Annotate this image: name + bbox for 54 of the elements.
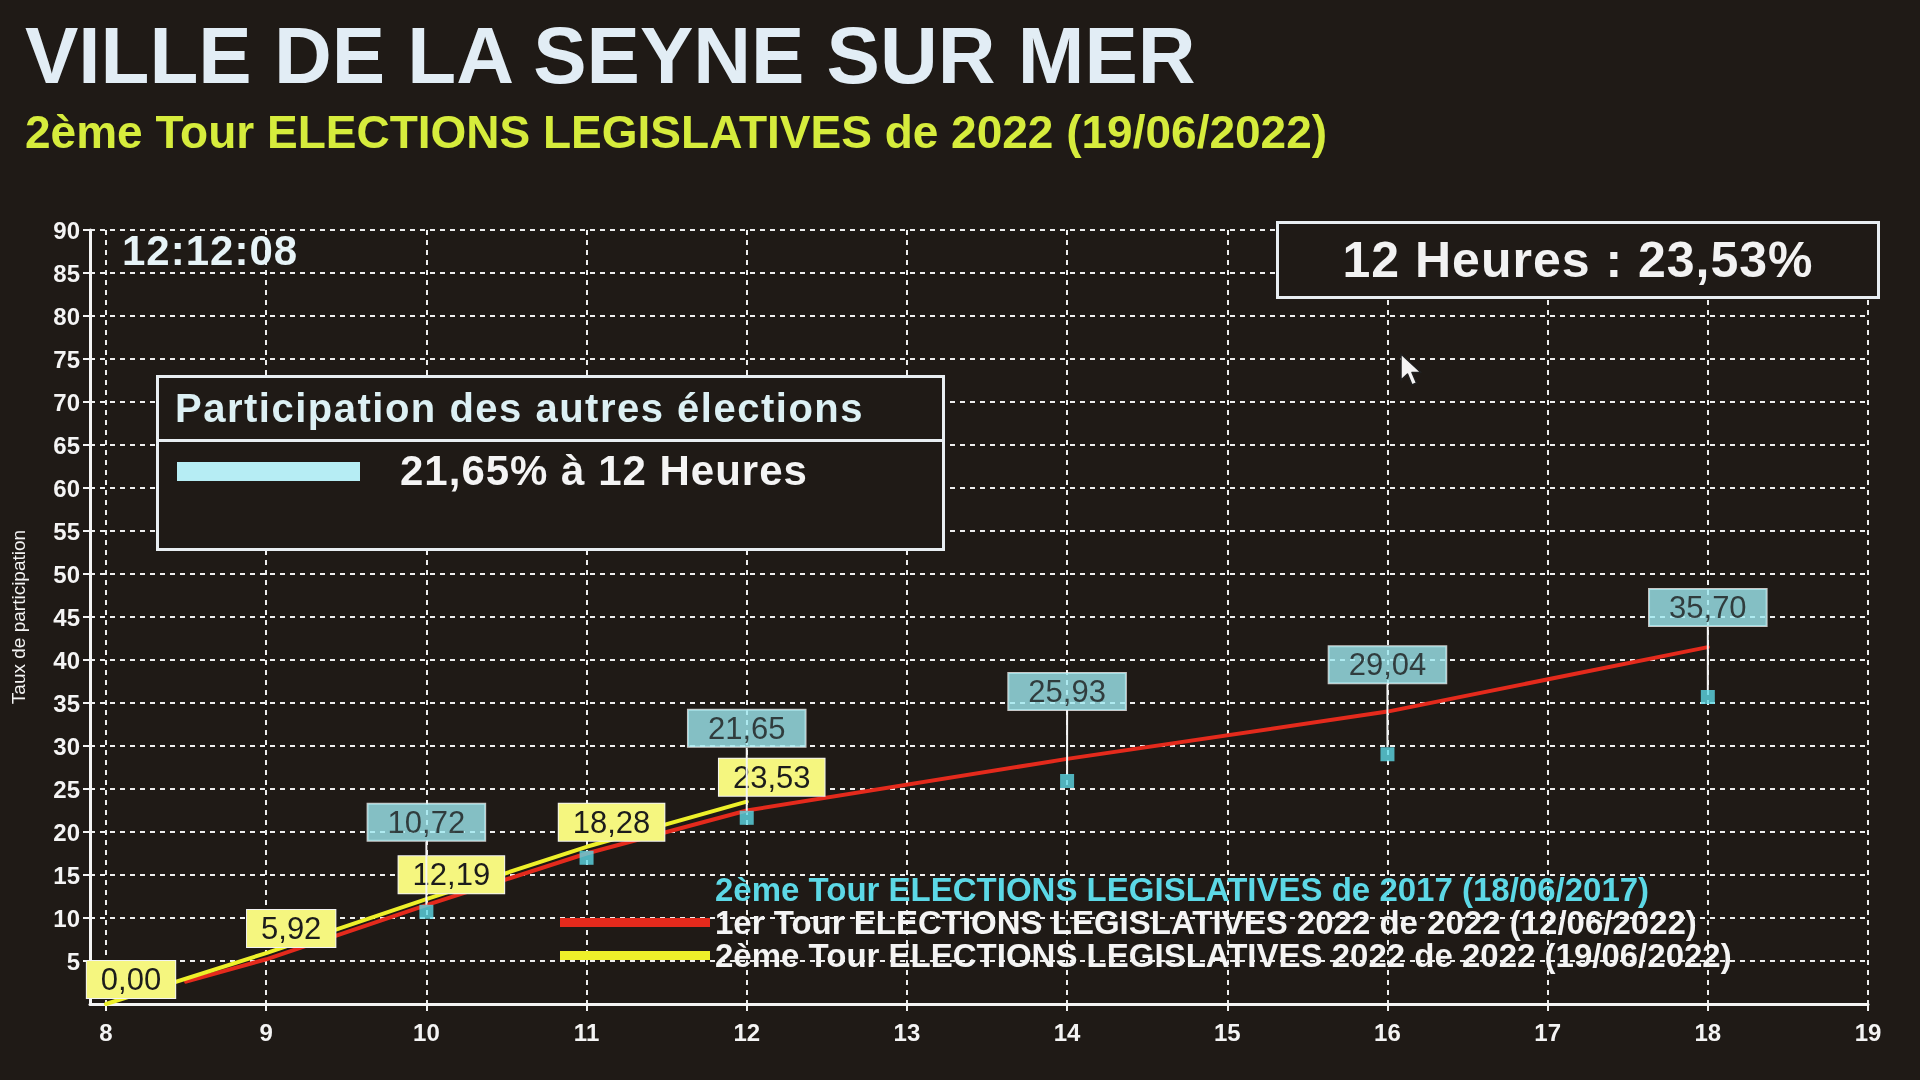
point [1380,747,1395,762]
x-tick-label: 17 [1534,1018,1561,1046]
y-tick-label: 90 [53,216,80,244]
x-tick-label: 14 [1053,1018,1082,1046]
annotation: 12:12:08 [122,227,299,274]
annotation: 21,65% à 12 Heures [400,447,808,495]
y-tick-label: 45 [53,603,80,631]
y-tick-label: 25 [53,775,80,803]
chart-title: VILLE DE LA SEYNE SUR MER [25,10,1196,100]
x-tick-label: 19 [1854,1018,1882,1046]
data-label: 35,70 [1669,589,1747,625]
y-tick-label: 75 [53,345,80,373]
x-tick-label: 10 [413,1018,440,1046]
annotation: 12 Heures : 23,53% [1276,221,1880,299]
x-tick-label: 11 [573,1018,600,1046]
data-label: 23,53 [732,759,811,795]
data-label: 12,19 [412,857,491,893]
x-tick-label: 16 [1374,1018,1401,1046]
y-tick-label: 55 [53,517,80,545]
data-label: 29,04 [1348,647,1427,683]
data-label: 21,65 [707,710,786,746]
y-tick-label: 15 [53,861,80,889]
data-label: 18,28 [572,804,651,840]
data-label: 10,72 [387,804,466,840]
y-tick-label: 50 [53,560,80,588]
chart-subtitle: 2ème Tour ELECTIONS LEGISLATIVES de 2022 (19/06/2022) [25,106,1328,158]
y-tick-label: 30 [53,732,80,760]
point [1700,689,1715,704]
point [579,850,594,865]
y-tick-label: 5 [66,947,80,975]
x-tick-label: 18 [1694,1018,1722,1046]
data-label: 5,92 [261,911,322,947]
x-tick-label: 13 [893,1018,921,1046]
y-tick-label: 10 [53,904,80,932]
y-tick-label: 65 [53,431,80,459]
point [739,810,754,825]
data-label: 25,93 [1028,674,1106,709]
data-label: 0,00 [100,962,162,997]
y-tick-label: 80 [53,302,80,330]
y-tick-label: 35 [53,689,80,717]
y-tick-label: 85 [53,259,80,287]
x-tick-label: 8 [99,1018,113,1046]
point [1060,774,1075,788]
annotation: Participation des autres élections [159,378,942,442]
y-tick-label: 20 [53,818,80,846]
y-tick-label: 40 [53,646,80,674]
series-label: 2ème Tour ELECTIONS LEGISLATIVES de 2017 (18/06/2017) [715,871,1650,908]
point [419,904,434,919]
y-tick-label: 60 [53,474,80,502]
y-tick-label: 70 [53,388,80,416]
x-tick-label: 15 [1213,1018,1241,1046]
y-axis-title: Taux de participation [8,529,29,705]
x-tick-label: 12 [733,1018,761,1046]
x-tick-label: 9 [259,1018,273,1046]
